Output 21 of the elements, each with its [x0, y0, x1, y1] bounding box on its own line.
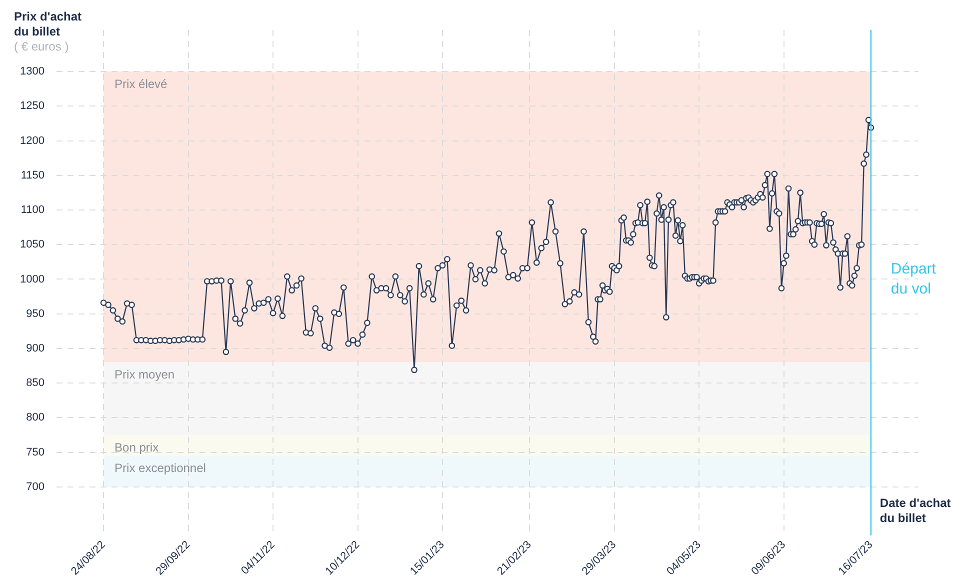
y-tick-label: 950: [26, 308, 44, 320]
band-label: Prix moyen: [114, 368, 175, 382]
ref-line-label: Départ du vol: [890, 260, 937, 298]
annotation: ( € euros ): [14, 39, 69, 54]
band-label: Prix exceptionnel: [114, 461, 206, 476]
y-tick-label: 1250: [20, 100, 44, 112]
x-axis-title: Date d'achat du billet: [880, 496, 951, 526]
y-tick-label: 1300: [20, 66, 44, 78]
y-tick-label: 850: [26, 377, 44, 390]
band-label: Prix élevé: [114, 76, 168, 91]
y-tick-label: 1000: [20, 273, 44, 286]
y-tick-label: 1100: [20, 204, 44, 216]
y-tick-label: 800: [26, 412, 44, 424]
y-tick-label: 1200: [20, 134, 44, 147]
y-tick-label: 700: [26, 480, 44, 493]
y-tick-label: 750: [26, 446, 44, 458]
band-label: Bon prix: [114, 440, 159, 454]
y-tick-label: 1050: [20, 238, 44, 251]
y-tick-label: 1150: [20, 169, 44, 182]
y-tick-label: 900: [26, 342, 44, 354]
y-axis-title: Prix d'achat du billet: [14, 9, 82, 38]
